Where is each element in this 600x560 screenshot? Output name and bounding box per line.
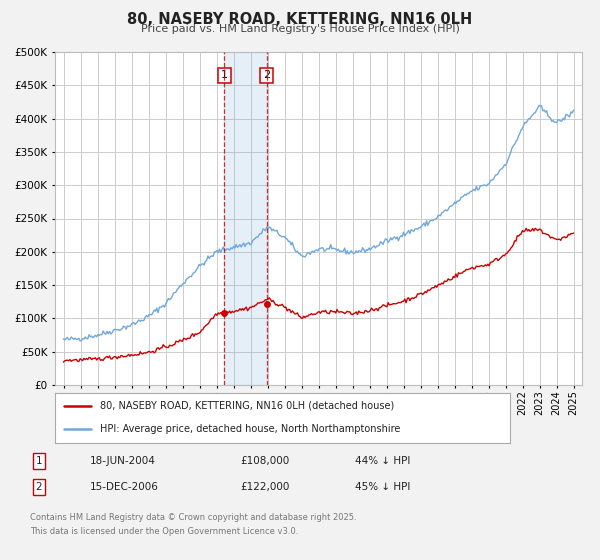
Text: 1: 1 <box>35 456 43 466</box>
Text: 1: 1 <box>221 71 228 80</box>
Text: 45% ↓ HPI: 45% ↓ HPI <box>355 482 410 492</box>
Text: 80, NASEBY ROAD, KETTERING, NN16 0LH: 80, NASEBY ROAD, KETTERING, NN16 0LH <box>127 12 473 27</box>
Text: 80, NASEBY ROAD, KETTERING, NN16 0LH (detached house): 80, NASEBY ROAD, KETTERING, NN16 0LH (de… <box>101 400 395 410</box>
Text: Contains HM Land Registry data © Crown copyright and database right 2025.: Contains HM Land Registry data © Crown c… <box>30 514 356 522</box>
Bar <box>224 52 267 385</box>
Text: HPI: Average price, detached house, North Northamptonshire: HPI: Average price, detached house, Nort… <box>101 424 401 434</box>
Text: This data is licensed under the Open Government Licence v3.0.: This data is licensed under the Open Gov… <box>30 528 298 536</box>
Text: 2: 2 <box>35 482 43 492</box>
Text: Price paid vs. HM Land Registry's House Price Index (HPI): Price paid vs. HM Land Registry's House … <box>140 24 460 34</box>
Text: 44% ↓ HPI: 44% ↓ HPI <box>355 456 410 466</box>
Text: £108,000: £108,000 <box>240 456 289 466</box>
Text: 15-DEC-2006: 15-DEC-2006 <box>90 482 159 492</box>
Text: 18-JUN-2004: 18-JUN-2004 <box>90 456 156 466</box>
Text: £122,000: £122,000 <box>240 482 289 492</box>
Text: 2: 2 <box>263 71 271 80</box>
